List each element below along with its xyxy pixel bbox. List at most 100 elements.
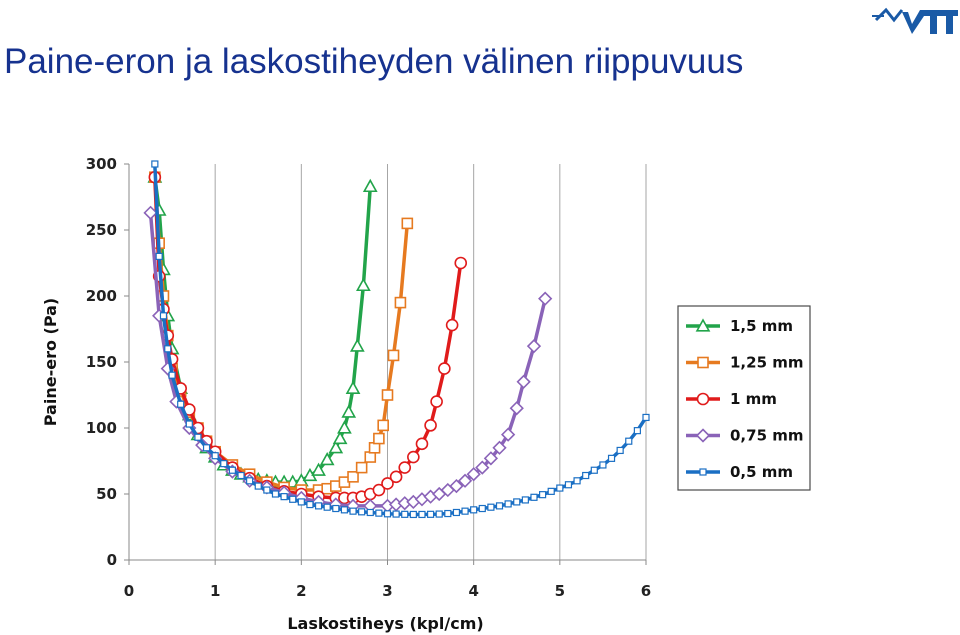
series-4-point-2 [159,312,168,320]
series-4-point-46 [530,493,538,501]
series-4-point-36 [444,509,452,518]
series-4-point-30 [392,510,400,518]
series-4-point-59 [642,413,650,422]
series-1-point-25 [381,389,394,401]
y-tick-label-300: 300 [86,155,117,173]
series-4-point-54 [599,461,607,469]
legend-swatch-marker-2 [696,392,710,406]
legend-item-2: 1 mm [686,390,777,408]
series-4-point-24 [340,506,349,514]
series-4-point-55 [607,454,616,462]
series-4-point-9 [211,452,219,460]
series-2-point-29 [438,362,451,375]
series-3-point-28 [483,451,499,466]
series-4-point-17 [280,493,288,501]
series-4-point-35 [435,510,443,518]
legend-swatch-marker-3 [695,428,711,443]
series-0-point-22 [319,452,335,466]
series-4-point-14 [254,482,262,490]
series-0-point-23 [328,440,344,454]
series-4-point-20 [306,500,314,509]
series-4-point-29 [383,510,392,518]
series-4-point-45 [521,496,529,504]
series-4-point-25 [349,507,357,515]
series-4-point-37 [452,508,461,517]
series-4-point-40 [478,504,486,513]
series-3-point-31 [509,401,524,416]
series-4-point-50 [564,481,573,489]
series-4-point-4 [168,371,176,379]
series-4-point-16 [271,490,280,498]
x-axis-title: Laskostiheys (kpl/cm) [287,614,483,633]
series-4-point-11 [228,466,236,474]
y-tick-label-250: 250 [86,221,117,239]
series-4-point-44 [513,498,521,506]
series-1-point-28 [401,217,414,230]
series-0-point-27 [345,380,361,395]
series-0-point-29 [356,277,371,292]
series-4-point-41 [487,503,495,511]
x-tick-label-1: 1 [210,582,220,600]
series-2-point-26 [415,437,429,451]
series-4-point-23 [332,504,340,513]
series-0-point-21 [311,462,326,476]
series-4-point-47 [538,491,547,499]
x-tick-label-0: 0 [124,582,134,600]
series-0-point-30 [362,178,378,193]
series-2-point-23 [389,470,403,484]
series-2-point-30 [445,318,459,332]
series-0-point-28 [349,338,365,352]
y-tick-label-50: 50 [96,485,117,503]
series-layer [143,160,650,519]
series-4-point-39 [470,506,478,514]
series-4-point-53 [590,466,598,474]
series-4-point-38 [461,507,469,515]
series-2-point-22 [381,477,394,490]
legend-label-1: 1,25 mm [730,354,804,372]
legend-label-3: 0,75 mm [730,427,804,445]
series-4-point-1 [155,252,163,260]
series-4-point-21 [314,502,323,510]
series-3-point-24 [449,478,464,494]
series-0-point-26 [341,404,357,418]
legend-item-4: 0,5 mm [686,463,793,481]
legend: 1,5 mm 1,25 mm 1 mm 0,75 mm 0,5 mm [677,305,811,491]
series-1-point-20 [355,461,368,474]
series-3-point-32 [516,374,531,389]
series-0-point-25 [337,420,352,434]
series-4-point-28 [375,509,383,517]
series-2-point-28 [430,395,443,408]
series-4-point-34 [426,510,435,518]
series-4-point-32 [409,510,417,519]
series-1-point-27 [394,296,407,309]
vtt-logo [872,7,958,34]
series-4-point-48 [547,487,555,495]
series-4-point-5 [177,400,185,408]
series-4-point-22 [323,503,331,511]
y-axis-title: Paine-ero (Pa) [41,298,60,426]
series-4-point-49 [556,484,564,492]
y-tick-label-150: 150 [86,353,117,371]
x-tick-label-4: 4 [468,582,478,600]
series-4-point-33 [418,510,426,519]
legend-item-1: 1,25 mm [686,354,804,372]
series-4-point-57 [625,437,633,445]
series-3-point-0 [143,205,158,220]
legend-swatch-marker-4 [699,468,707,476]
series-0-point-24 [332,430,348,445]
series-2-point-31 [454,256,468,270]
y-tick-label-0: 0 [107,551,117,569]
series-4-point-6 [185,420,193,428]
series-3-point-30 [501,427,516,442]
series-4-point-10 [220,460,228,468]
series-2-point-27 [424,419,437,432]
series-3-point-34 [538,291,553,306]
series-4-point-52 [582,471,590,480]
series-4-point-42 [495,502,504,510]
legend-swatch-marker-0 [695,318,711,332]
series-3-point-26 [466,467,481,482]
series-4-point-13 [246,477,254,485]
series-4-point-27 [366,508,374,517]
vtt-logo-icon [872,7,958,34]
